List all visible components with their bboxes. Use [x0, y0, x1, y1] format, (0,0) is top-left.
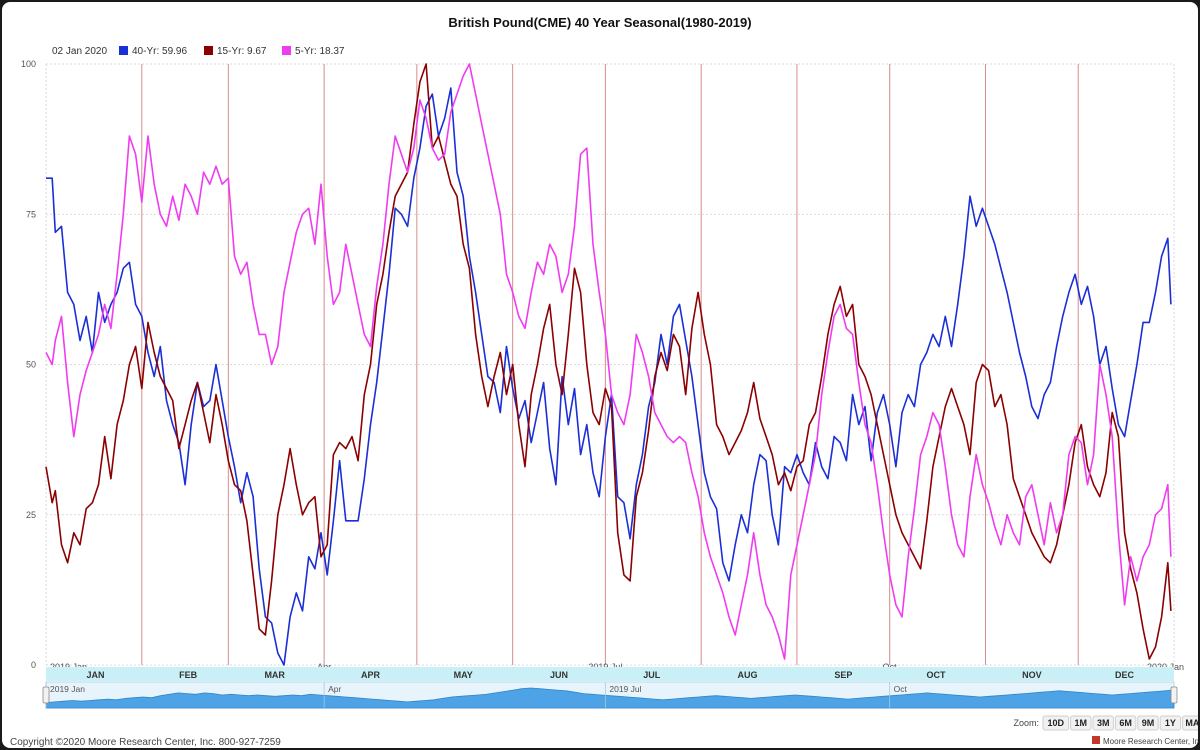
plot-series: [45, 63, 1172, 666]
zoom-button-9m[interactable]: 9M: [1137, 715, 1159, 731]
month-label: SEP: [834, 670, 852, 680]
zoom-button-1m[interactable]: 1M: [1070, 715, 1092, 731]
month-label: JAN: [86, 670, 104, 680]
zoom-button-6m[interactable]: 6M: [1114, 715, 1137, 731]
series-line-5yr[interactable]: [45, 63, 1172, 660]
month-label: NOV: [1022, 670, 1042, 680]
month-boundaries: [141, 64, 1079, 665]
navigator-handle-right[interactable]: [1170, 686, 1178, 704]
zoom-button-label: 9M: [1142, 718, 1155, 728]
zoom-button-max[interactable]: MAX: [1182, 715, 1198, 731]
zoom-button-bg: [1042, 715, 1070, 731]
month-label: FEB: [179, 670, 198, 680]
zoom-button-label: 1M: [1075, 718, 1088, 728]
month-label: DEC: [1115, 670, 1135, 680]
zoom-button-label: 3M: [1097, 718, 1110, 728]
month-label: APR: [361, 670, 381, 680]
y-tick-label: 75: [26, 209, 36, 219]
zoom-controls: Zoom: 10D 1M 3M 6M 9M 1Y MAX: [1013, 715, 1198, 731]
zoom-label: Zoom:: [1013, 718, 1039, 728]
month-band-background: [46, 667, 1174, 681]
zoom-button-bg: [1137, 715, 1159, 731]
navigator-label: Oct: [894, 684, 908, 694]
legend-label-40yr: 40-Yr: 59.96: [132, 46, 187, 57]
month-label: JUN: [550, 670, 568, 680]
month-label: MAR: [264, 670, 285, 680]
zoom-button-label: MAX: [1185, 718, 1198, 728]
copyright-text: Copyright ©2020 Moore Research Center, I…: [10, 737, 281, 748]
y-tick-label: 50: [26, 360, 36, 370]
month-label: AUG: [738, 670, 758, 680]
chart-legend: 02 Jan 2020 40-Yr: 59.96 15-Yr: 9.67 5-Y…: [52, 46, 345, 57]
zoom-button-bg: [1092, 715, 1114, 731]
chart-grid: [45, 63, 1175, 666]
legend-item-40yr[interactable]: 40-Yr: 59.96: [119, 46, 187, 57]
month-label: MAY: [454, 670, 473, 680]
y-tick-label: 100: [21, 59, 36, 69]
series-line-15yr[interactable]: [45, 63, 1172, 660]
zoom-button-3m[interactable]: 3M: [1092, 715, 1114, 731]
chart-title: British Pound(CME) 40 Year Seasonal(1980…: [448, 15, 751, 30]
legend-label-5yr: 5-Yr: 18.37: [295, 46, 345, 57]
legend-swatch-40yr: [119, 46, 128, 55]
legend-swatch-5yr: [282, 46, 291, 55]
range-navigator[interactable]: 2019 Jan Apr 2019 Jul Oct: [42, 681, 1178, 709]
zoom-button-bg: [1182, 715, 1198, 731]
zoom-button-bg: [1159, 715, 1182, 731]
month-label-band: JAN FEB MAR APR MAY JUN JUL AUG SEP OCT NOV DEC: [46, 667, 1174, 681]
zoom-button-bg: [1114, 715, 1137, 731]
month-label: JUL: [643, 670, 661, 680]
zoom-button-label: 6M: [1119, 718, 1132, 728]
y-tick-label: 0: [31, 660, 36, 670]
zoom-button-1y[interactable]: 1Y: [1159, 715, 1182, 731]
brand-logo-icon: [1092, 736, 1100, 744]
zoom-button-10d[interactable]: 10D: [1042, 715, 1070, 731]
legend-label-15yr: 15-Yr: 9.67: [217, 46, 267, 57]
navigator-area: [45, 687, 1175, 709]
legend-item-15yr[interactable]: 15-Yr: 9.67: [204, 46, 267, 57]
legend-swatch-15yr: [204, 46, 213, 55]
legend-item-5yr[interactable]: 5-Yr: 18.37: [282, 46, 345, 57]
y-tick-label: 25: [26, 510, 36, 520]
brand-logo-text: Moore Research Center, Inc.: [1103, 737, 1198, 746]
legend-date: 02 Jan 2020: [52, 46, 107, 57]
zoom-button-label: 10D: [1048, 718, 1065, 728]
navigator-label: 2019 Jul: [609, 684, 641, 694]
brand-logo[interactable]: Moore Research Center, Inc.: [1092, 736, 1198, 746]
navigator-label: 2019 Jan: [50, 684, 85, 694]
series-line-40yr[interactable]: [46, 87, 1172, 666]
navigator-handle-left[interactable]: [42, 686, 50, 704]
zoom-button-bg: [1070, 715, 1092, 731]
zoom-button-label: 1Y: [1165, 718, 1176, 728]
month-label: OCT: [927, 670, 947, 680]
navigator-label: Apr: [328, 684, 341, 694]
y-axis: 0 25 50 75 100: [21, 59, 36, 670]
